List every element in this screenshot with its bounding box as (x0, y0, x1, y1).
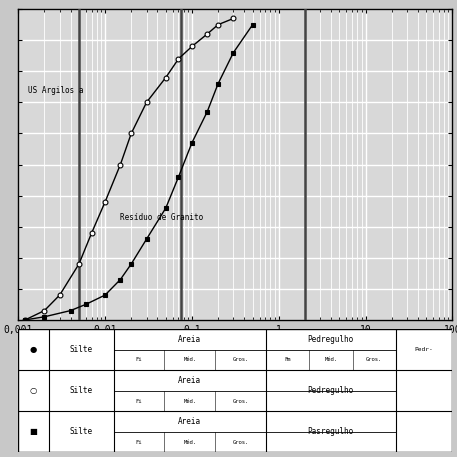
Text: Fi: Fi (136, 399, 143, 404)
Text: Gros.: Gros. (366, 357, 383, 362)
Text: Areia: Areia (178, 335, 202, 344)
Text: Gros.: Gros. (232, 399, 249, 404)
Text: Fm: Fm (284, 357, 291, 362)
Text: Pasregulho: Pasregulho (308, 427, 354, 436)
Text: Silte: Silte (69, 386, 93, 395)
Text: ■: ■ (30, 427, 37, 436)
Text: Méd.: Méd. (183, 440, 196, 445)
Text: Fi: Fi (136, 440, 143, 445)
Text: US Argilos a: US Argilos a (28, 86, 84, 95)
Text: Areia: Areia (178, 417, 202, 426)
Text: Fi: Fi (136, 357, 143, 362)
Text: Areia: Areia (178, 376, 202, 385)
Text: ●: ● (30, 345, 37, 354)
Text: Resíduo de Granito: Resíduo de Granito (120, 213, 204, 223)
Text: Méd.: Méd. (183, 357, 196, 362)
Text: Pedregulho: Pedregulho (308, 386, 354, 395)
Text: Gros.: Gros. (232, 357, 249, 362)
Text: Pedregulho: Pedregulho (308, 335, 354, 344)
X-axis label: Diâmetro (mm): Diâmetro (mm) (186, 339, 284, 352)
Text: Pedr-: Pedr- (415, 347, 434, 352)
Text: Méd.: Méd. (183, 399, 196, 404)
Text: Méd.: Méd. (324, 357, 337, 362)
Text: Silte: Silte (69, 345, 93, 354)
Text: ○: ○ (30, 386, 37, 395)
Text: Gros.: Gros. (232, 440, 249, 445)
Text: Silte: Silte (69, 427, 93, 436)
